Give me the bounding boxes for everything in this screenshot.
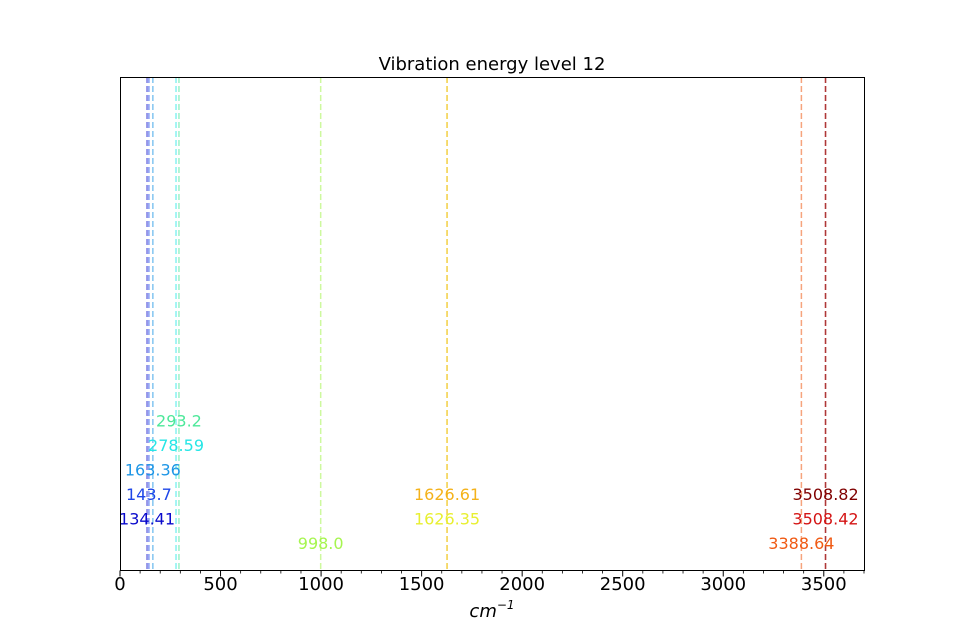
peak-label: 278.59 <box>148 436 204 455</box>
peak-labels: 134.41 143.7 163.36 278.59 293.2 998.0 1626.35… <box>119 412 859 554</box>
x-tick-label: 500 <box>203 574 237 595</box>
x-axis-label-base: cm <box>469 601 496 622</box>
plot-area-frame <box>120 77 865 571</box>
peak-lines <box>146 77 827 570</box>
peak-label: 3388.64 <box>768 534 834 553</box>
peak-label: 163.36 <box>125 461 181 480</box>
peak-label: 134.41 <box>119 510 175 529</box>
x-tick-label: 0 <box>114 574 125 595</box>
x-axis-label: cm−1 <box>469 598 514 622</box>
x-tick-label: 2000 <box>499 574 545 595</box>
x-tick-label: 1500 <box>399 574 445 595</box>
peak-label: 1626.35 <box>414 510 480 529</box>
peak-label: 293.2 <box>156 412 202 431</box>
peak-label: 998.0 <box>298 534 344 553</box>
x-tick-label: 2500 <box>600 574 646 595</box>
peak-label: 1626.61 <box>414 485 480 504</box>
peak-label: 143.7 <box>126 485 172 504</box>
x-tick-label: 3000 <box>700 574 746 595</box>
x-axis-label-exponent: −1 <box>497 598 515 612</box>
peak-label: 3508.42 <box>792 510 858 529</box>
x-axis: 0 500 1000 1500 2000 2500 3000 3500 <box>114 570 865 595</box>
x-tick-label: 3500 <box>801 574 847 595</box>
chart-title: Vibration energy level 12 <box>379 54 606 75</box>
peak-label: 3508.82 <box>792 485 858 504</box>
x-tick-label: 1000 <box>298 574 344 595</box>
